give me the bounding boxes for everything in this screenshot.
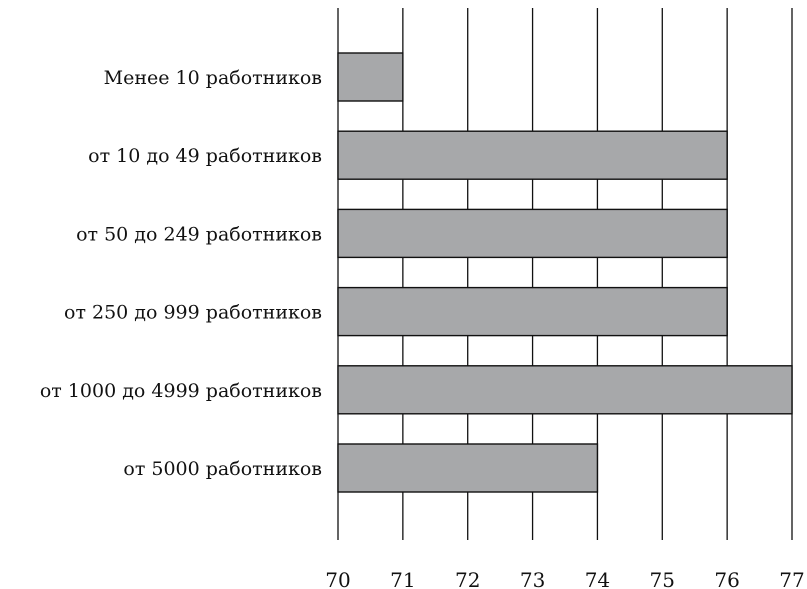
bar-5 [337, 365, 793, 415]
category-labels: Менее 10 работников от 10 до 49 работнико… [40, 67, 322, 480]
x-tick-label: 72 [455, 568, 480, 589]
bar-4 [337, 286, 728, 337]
category-label: от 250 до 999 работников [64, 302, 322, 324]
x-tick-label: 74 [585, 568, 610, 589]
x-tick-label: 70 [325, 568, 350, 589]
x-tick-label: 77 [779, 568, 804, 589]
bar-2 [337, 130, 728, 180]
category-label: от 50 до 249 работников [76, 223, 322, 245]
x-tick-label: 76 [714, 568, 739, 589]
x-tick-labels: 70 71 72 73 74 75 76 77 [325, 568, 804, 589]
category-label: от 1000 до 4999 работников [40, 380, 322, 402]
x-tick-label: 75 [650, 568, 675, 589]
category-label: от 10 до 49 работников [88, 145, 322, 167]
category-label: Менее 10 работников [104, 67, 322, 89]
category-label: от 5000 работников [123, 458, 322, 480]
bars [337, 52, 793, 493]
bar-1 [337, 52, 404, 102]
bar-6 [337, 443, 599, 493]
bar-3 [337, 208, 728, 259]
x-tick-label: 71 [390, 568, 415, 589]
x-tick-label: 73 [520, 568, 545, 589]
